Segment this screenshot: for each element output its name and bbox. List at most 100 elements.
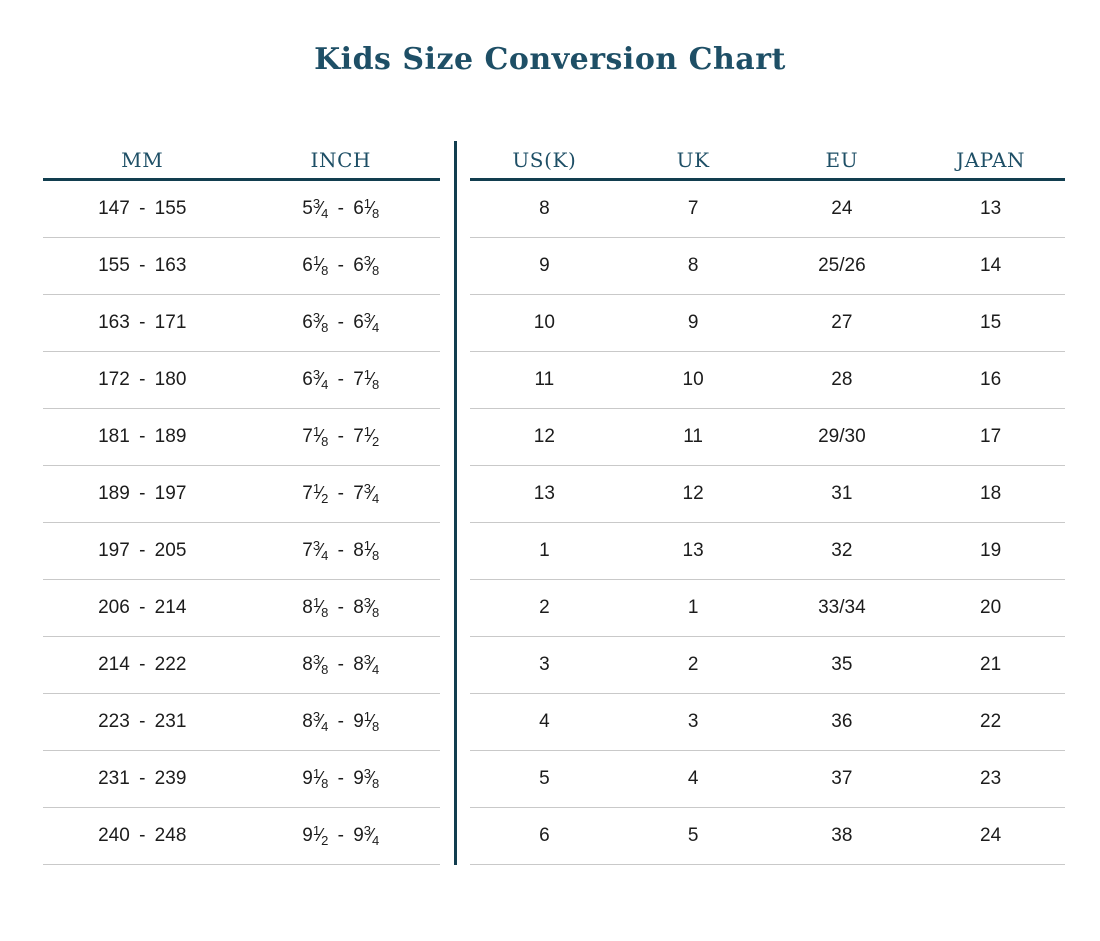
cell-inch: 91⁄2 - 93⁄4 bbox=[302, 823, 380, 848]
cell-mm: 214 - 222 bbox=[98, 654, 187, 675]
cell-uk: 13 bbox=[682, 540, 704, 561]
table-row: 223 - 231 83⁄4 - 91⁄8 bbox=[43, 694, 440, 751]
cell-uk: 4 bbox=[687, 768, 699, 789]
cell-japan: 19 bbox=[980, 540, 1002, 561]
cell-eu: 28 bbox=[831, 369, 853, 390]
cell-japan: 18 bbox=[980, 483, 1002, 504]
cell-japan: 16 bbox=[980, 369, 1002, 390]
table-row: 2 1 33/34 20 bbox=[470, 580, 1065, 637]
cell-uk: 12 bbox=[682, 483, 704, 504]
table-row: 6 5 38 24 bbox=[470, 808, 1065, 865]
table-row: 12 11 29/30 17 bbox=[470, 409, 1065, 466]
cell-eu: 36 bbox=[831, 711, 853, 732]
cell-uk: 8 bbox=[687, 255, 699, 276]
cell-eu: 24 bbox=[831, 198, 853, 219]
mm-inch-table: MM INCH 147 - 155 53⁄4 - 61⁄8 155 - 163 61⁄… bbox=[43, 141, 440, 865]
cell-japan: 13 bbox=[980, 198, 1002, 219]
table-row: 181 - 189 71⁄8 - 71⁄2 bbox=[43, 409, 440, 466]
cell-eu: 33/34 bbox=[818, 597, 866, 618]
table-row: 9 8 25/26 14 bbox=[470, 238, 1065, 295]
table-row: 8 7 24 13 bbox=[470, 181, 1065, 238]
column-header-eu: EU bbox=[825, 147, 859, 172]
conversion-tables: MM INCH 147 - 155 53⁄4 - 61⁄8 155 - 163 61⁄… bbox=[43, 141, 1065, 865]
table-row: 155 - 163 61⁄8 - 63⁄8 bbox=[43, 238, 440, 295]
table-row: 13 12 31 18 bbox=[470, 466, 1065, 523]
cell-mm: 206 - 214 bbox=[98, 597, 187, 618]
cell-uk: 11 bbox=[683, 426, 703, 447]
column-header-japan: JAPAN bbox=[956, 147, 1026, 172]
cell-mm: 163 - 171 bbox=[98, 312, 187, 333]
table-row: 11 10 28 16 bbox=[470, 352, 1065, 409]
cell-mm: 172 - 180 bbox=[98, 369, 187, 390]
cell-usk: 1 bbox=[539, 540, 550, 561]
cell-usk: 8 bbox=[539, 198, 550, 219]
cell-usk: 6 bbox=[539, 825, 550, 846]
cell-mm: 155 - 163 bbox=[98, 255, 187, 276]
cell-mm: 231 - 239 bbox=[98, 768, 187, 789]
cell-inch: 73⁄4 - 81⁄8 bbox=[302, 538, 380, 563]
cell-japan: 15 bbox=[980, 312, 1002, 333]
cell-usk: 9 bbox=[539, 255, 550, 276]
cell-inch: 63⁄8 - 63⁄4 bbox=[302, 310, 380, 335]
table-row: 5 4 37 23 bbox=[470, 751, 1065, 808]
cell-usk: 5 bbox=[539, 768, 550, 789]
cell-usk: 3 bbox=[539, 654, 550, 675]
cell-eu: 37 bbox=[831, 768, 853, 789]
table-row: 3 2 35 21 bbox=[470, 637, 1065, 694]
table-row: 163 - 171 63⁄8 - 63⁄4 bbox=[43, 295, 440, 352]
cell-mm: 197 - 205 bbox=[98, 540, 187, 561]
column-header-mm: MM bbox=[121, 147, 164, 172]
cell-mm: 223 - 231 bbox=[98, 711, 187, 732]
cell-usk: 12 bbox=[533, 426, 555, 447]
cell-mm: 189 - 197 bbox=[98, 483, 187, 504]
cell-uk: 5 bbox=[687, 825, 699, 846]
cell-eu: 31 bbox=[831, 483, 853, 504]
cell-uk: 9 bbox=[687, 312, 699, 333]
table-row: 147 - 155 53⁄4 - 61⁄8 bbox=[43, 181, 440, 238]
table-row: 4 3 36 22 bbox=[470, 694, 1065, 751]
table-row: 10 9 27 15 bbox=[470, 295, 1065, 352]
column-header-uk: UK bbox=[676, 147, 710, 172]
cell-inch: 71⁄8 - 71⁄2 bbox=[302, 424, 380, 449]
cell-mm: 240 - 248 bbox=[98, 825, 187, 846]
table-row: 231 - 239 91⁄8 - 93⁄8 bbox=[43, 751, 440, 808]
page-title: Kids Size Conversion Chart bbox=[314, 42, 786, 77]
cell-uk: 3 bbox=[687, 711, 699, 732]
table-row: 214 - 222 83⁄8 - 83⁄4 bbox=[43, 637, 440, 694]
cell-usk: 2 bbox=[539, 597, 550, 618]
cell-eu: 32 bbox=[831, 540, 853, 561]
cell-usk: 4 bbox=[539, 711, 550, 732]
cell-japan: 22 bbox=[980, 711, 1002, 732]
cell-japan: 14 bbox=[980, 255, 1002, 276]
cell-inch: 91⁄8 - 93⁄8 bbox=[302, 766, 380, 791]
cell-mm: 147 - 155 bbox=[98, 198, 187, 219]
cell-inch: 83⁄8 - 83⁄4 bbox=[302, 652, 380, 677]
cell-inch: 81⁄8 - 83⁄8 bbox=[302, 595, 380, 620]
mm-inch-header-row: MM INCH bbox=[43, 141, 440, 181]
cell-uk: 7 bbox=[687, 198, 699, 219]
cell-eu: 38 bbox=[831, 825, 853, 846]
cell-uk: 1 bbox=[687, 597, 699, 618]
cell-inch: 61⁄8 - 63⁄8 bbox=[302, 253, 380, 278]
cell-japan: 23 bbox=[980, 768, 1002, 789]
table-row: 1 13 32 19 bbox=[470, 523, 1065, 580]
intl-size-table-body: 8 7 24 13 9 8 25/26 14 10 9 27 15 11 10 28 16 12 11 29/30 1… bbox=[470, 181, 1065, 865]
table-row: 197 - 205 73⁄4 - 81⁄8 bbox=[43, 523, 440, 580]
cell-usk: 13 bbox=[533, 483, 555, 504]
table-row: 189 - 197 71⁄2 - 73⁄4 bbox=[43, 466, 440, 523]
cell-uk: 10 bbox=[682, 369, 704, 390]
column-header-inch: INCH bbox=[310, 147, 372, 172]
cell-eu: 25/26 bbox=[818, 255, 866, 276]
table-row: 240 - 248 91⁄2 - 93⁄4 bbox=[43, 808, 440, 865]
cell-inch: 53⁄4 - 61⁄8 bbox=[302, 196, 380, 221]
cell-inch: 63⁄4 - 71⁄8 bbox=[302, 367, 380, 392]
table-row: 206 - 214 81⁄8 - 83⁄8 bbox=[43, 580, 440, 637]
cell-inch: 71⁄2 - 73⁄4 bbox=[302, 481, 380, 506]
mm-inch-table-body: 147 - 155 53⁄4 - 61⁄8 155 - 163 61⁄8 - 63⁄8… bbox=[43, 181, 440, 865]
cell-uk: 2 bbox=[687, 654, 699, 675]
cell-eu: 35 bbox=[831, 654, 853, 675]
table-row: 172 - 180 63⁄4 - 71⁄8 bbox=[43, 352, 440, 409]
cell-japan: 21 bbox=[980, 654, 1002, 675]
column-header-usk: US(K) bbox=[512, 147, 577, 172]
